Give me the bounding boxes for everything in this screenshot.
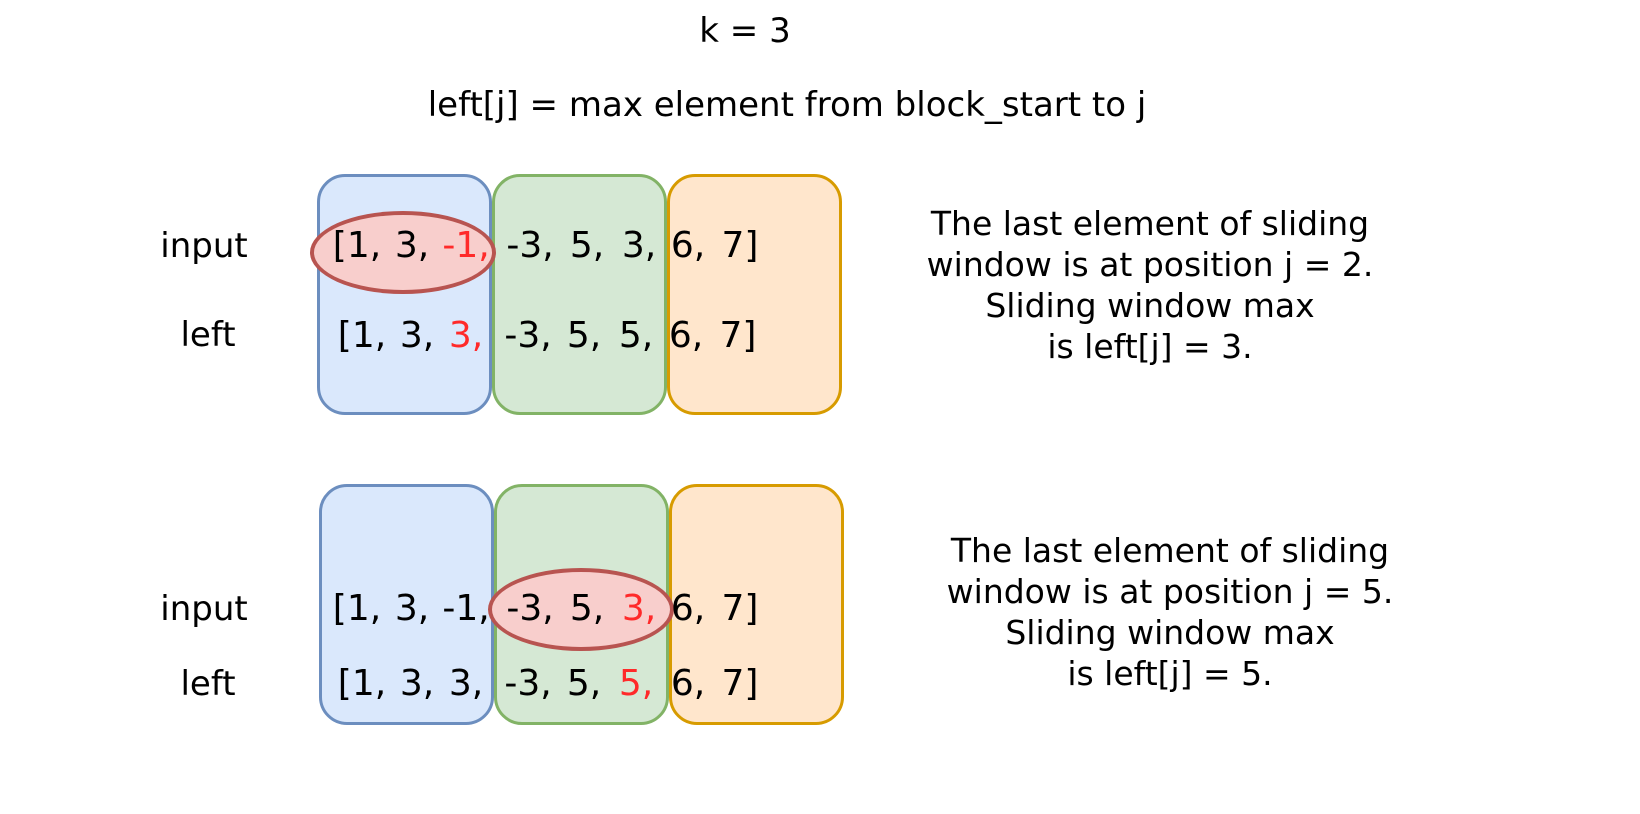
description-line: is left[j] = 3. bbox=[1047, 327, 1253, 366]
array-element: 5, bbox=[618, 315, 654, 356]
array-element: 5, bbox=[569, 588, 605, 629]
array-element-window-end: 3, bbox=[621, 588, 657, 629]
example-2-description: The last element of sliding window is at… bbox=[910, 530, 1430, 694]
array-element: -1, bbox=[442, 588, 490, 629]
array-element: 5, bbox=[569, 225, 605, 266]
left-array-definition: left[j] = max element from block_start t… bbox=[427, 85, 1147, 125]
input-row-label: input bbox=[160, 589, 248, 629]
array-element: [1, bbox=[332, 588, 382, 629]
array-element: 3, bbox=[621, 225, 657, 266]
array-element-window-end: -1, bbox=[442, 225, 490, 266]
array-element: [1, bbox=[332, 225, 382, 266]
array-element: [1, bbox=[337, 663, 387, 704]
description-line: window is at position j = 2. bbox=[926, 245, 1374, 284]
description-line: The last element of sliding bbox=[930, 204, 1370, 243]
block-2 bbox=[492, 174, 667, 415]
array-element: 3, bbox=[399, 663, 435, 704]
array-element: 3, bbox=[394, 225, 430, 266]
input-row-label: input bbox=[160, 226, 248, 266]
description-line: Sliding window max bbox=[985, 286, 1315, 325]
array-element: 5, bbox=[566, 315, 602, 356]
array-element: 3, bbox=[448, 663, 484, 704]
description-line: is left[j] = 5. bbox=[1067, 654, 1273, 693]
example-1-description: The last element of sliding window is at… bbox=[890, 203, 1410, 367]
block-1 bbox=[319, 484, 494, 725]
array-element: -3, bbox=[504, 315, 552, 356]
array-element: -3, bbox=[504, 663, 552, 704]
array-element: [1, bbox=[337, 315, 387, 356]
left-row-label: left bbox=[180, 315, 236, 355]
array-element-window-max: 3, bbox=[448, 315, 484, 356]
left-row-label: left bbox=[180, 664, 236, 704]
sliding-window-highlight bbox=[310, 211, 496, 294]
description-line: The last element of sliding bbox=[950, 531, 1390, 570]
array-element: 7] bbox=[721, 588, 759, 629]
array-element: 6, bbox=[670, 663, 706, 704]
description-line: window is at position j = 5. bbox=[946, 572, 1394, 611]
k-value-label: k = 3 bbox=[699, 11, 791, 51]
array-element-window-max: 5, bbox=[618, 663, 654, 704]
array-element: 3, bbox=[399, 315, 435, 356]
sliding-window-highlight bbox=[488, 568, 674, 651]
array-element: 7] bbox=[721, 225, 759, 266]
array-element: 6, bbox=[668, 315, 704, 356]
array-element: 6, bbox=[670, 588, 706, 629]
array-element: -3, bbox=[506, 588, 554, 629]
array-element: 7] bbox=[721, 663, 759, 704]
array-element: 5, bbox=[566, 663, 602, 704]
array-element: 6, bbox=[670, 225, 706, 266]
description-line: Sliding window max bbox=[1005, 613, 1335, 652]
block-3 bbox=[667, 174, 842, 415]
array-element: 7] bbox=[719, 315, 757, 356]
array-element: 3, bbox=[394, 588, 430, 629]
array-element: -3, bbox=[506, 225, 554, 266]
